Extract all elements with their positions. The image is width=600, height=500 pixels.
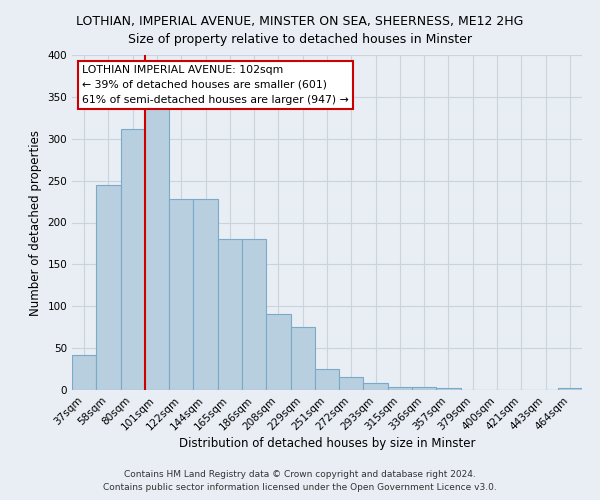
Bar bbox=[315, 369, 339, 390]
Y-axis label: Number of detached properties: Number of detached properties bbox=[29, 130, 42, 316]
Text: LOTHIAN IMPERIAL AVENUE: 102sqm
← 39% of detached houses are smaller (601)
61% o: LOTHIAN IMPERIAL AVENUE: 102sqm ← 39% of… bbox=[82, 65, 349, 104]
Bar bbox=[72, 355, 96, 390]
Bar bbox=[169, 199, 193, 390]
Bar bbox=[436, 388, 461, 390]
Bar bbox=[121, 128, 145, 390]
X-axis label: Distribution of detached houses by size in Minster: Distribution of detached houses by size … bbox=[179, 438, 475, 450]
Bar bbox=[290, 327, 315, 390]
Bar bbox=[388, 386, 412, 390]
Bar bbox=[266, 314, 290, 390]
Bar bbox=[218, 240, 242, 390]
Bar bbox=[96, 185, 121, 390]
Bar bbox=[364, 384, 388, 390]
Bar bbox=[339, 378, 364, 390]
Text: Size of property relative to detached houses in Minster: Size of property relative to detached ho… bbox=[128, 32, 472, 46]
Text: Contains HM Land Registry data © Crown copyright and database right 2024.
Contai: Contains HM Land Registry data © Crown c… bbox=[103, 470, 497, 492]
Bar bbox=[242, 240, 266, 390]
Bar bbox=[145, 107, 169, 390]
Bar bbox=[412, 386, 436, 390]
Bar bbox=[193, 199, 218, 390]
Bar bbox=[558, 388, 582, 390]
Text: LOTHIAN, IMPERIAL AVENUE, MINSTER ON SEA, SHEERNESS, ME12 2HG: LOTHIAN, IMPERIAL AVENUE, MINSTER ON SEA… bbox=[76, 15, 524, 28]
